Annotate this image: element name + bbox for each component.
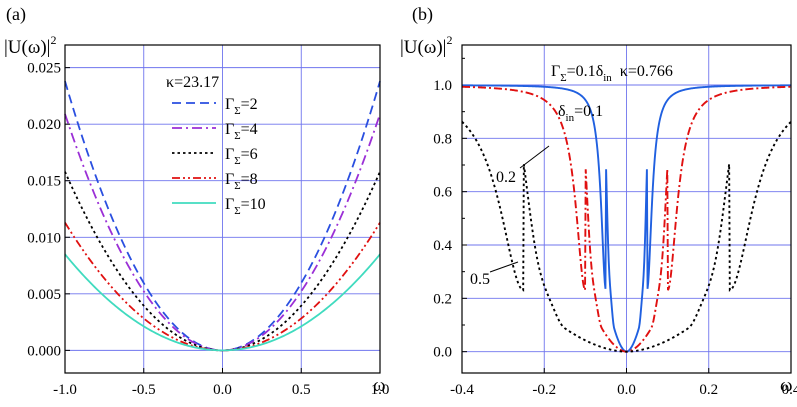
y-tick-label: 1.0: [433, 78, 452, 94]
panel-b: (b) |U(ω)|2 ω -0.4 -0.2 0.0 0.2 0.4 0.0 0.2 0.4…: [400, 4, 797, 398]
curve-label-leader: [519, 145, 550, 169]
panel-a-frame: [64, 44, 381, 374]
panel-a-series: [64, 80, 381, 352]
panel-a-label: (a): [6, 4, 26, 25]
y-tick-label: 0.005: [27, 287, 61, 303]
x-tick-label: 0.2: [699, 382, 718, 398]
legend-kappa: κ=23.17: [166, 74, 219, 91]
curve-label-delta: δin=0.1: [558, 103, 603, 124]
panel-b-ylabel: |U(ω)|2: [400, 33, 453, 58]
y-tick-label: 0.0: [433, 345, 452, 361]
legend-entry: ΓΣ=4: [225, 121, 258, 142]
y-tick-label: 0.8: [433, 131, 452, 147]
y-tick-label: 0.015: [27, 174, 61, 190]
x-tick-label: -1.0: [53, 382, 77, 398]
panel-b-curve-labels: δin=0.1 0.2 0.5: [470, 103, 603, 288]
curve-label-leader: [489, 261, 519, 273]
panel-b-frame: [461, 44, 792, 374]
panel-b-ticks: -0.4 -0.2 0.0 0.2 0.4 0.0 0.2 0.4 0.6 0.8 1.0: [433, 57, 797, 398]
y-tick-label: 0.2: [433, 291, 452, 307]
legend-entry: ΓΣ=8: [225, 171, 258, 192]
x-tick-label: 0.5: [292, 382, 311, 398]
legend-entry: ΓΣ=6: [225, 146, 258, 167]
panel-b-header: ΓΣ=0.1δin κ=0.766: [551, 63, 673, 84]
curve-label-05: 0.5: [470, 271, 490, 288]
panel-a-ticks: -1.0 -0.5 0.0 0.5 1.0 0.000 0.005 0.010 0.015 0.0…: [27, 61, 389, 398]
legend-entry: ΓΣ=10: [225, 196, 266, 217]
y-tick-label: 0.025: [27, 61, 61, 77]
series-line: [461, 121, 792, 353]
x-tick-label: 0.4: [782, 382, 797, 398]
x-tick-label: 0.0: [617, 382, 636, 398]
panel-b-grid: [462, 45, 791, 373]
panel-a-ylabel: |U(ω)|2: [4, 33, 57, 58]
y-tick-label: 0.020: [27, 117, 61, 133]
y-tick-label: 0.6: [433, 185, 452, 201]
x-tick-label: -0.2: [532, 382, 556, 398]
panel-a: (a) |U(ω)|2 ω -1.0 -0.5 0.0 0.5 1.0 0.000 0.00…: [4, 4, 389, 398]
y-tick-label: 0.4: [433, 238, 452, 254]
y-tick-label: 0.010: [27, 230, 61, 246]
series-line: [64, 253, 381, 352]
panel-a-xlabel: ω: [373, 375, 386, 396]
panel-b-label: (b): [412, 4, 433, 25]
panel-b-xlabel: ω: [780, 375, 793, 396]
series-line: [64, 113, 381, 352]
panel-b-series: [461, 84, 792, 353]
x-tick-label: 1.0: [371, 382, 390, 398]
panel-a-grid: [65, 45, 380, 373]
x-tick-label: -0.4: [450, 382, 474, 398]
panel-a-legend: κ=23.17 ΓΣ=2 ΓΣ=4 ΓΣ=6 ΓΣ=8 ΓΣ=10: [166, 74, 266, 217]
curve-label-02: 0.2: [496, 169, 516, 186]
y-tick-label: 0.000: [27, 343, 61, 359]
x-tick-label: 0.0: [213, 382, 232, 398]
x-tick-label: -0.5: [132, 382, 156, 398]
legend-entry: ΓΣ=2: [225, 96, 258, 117]
